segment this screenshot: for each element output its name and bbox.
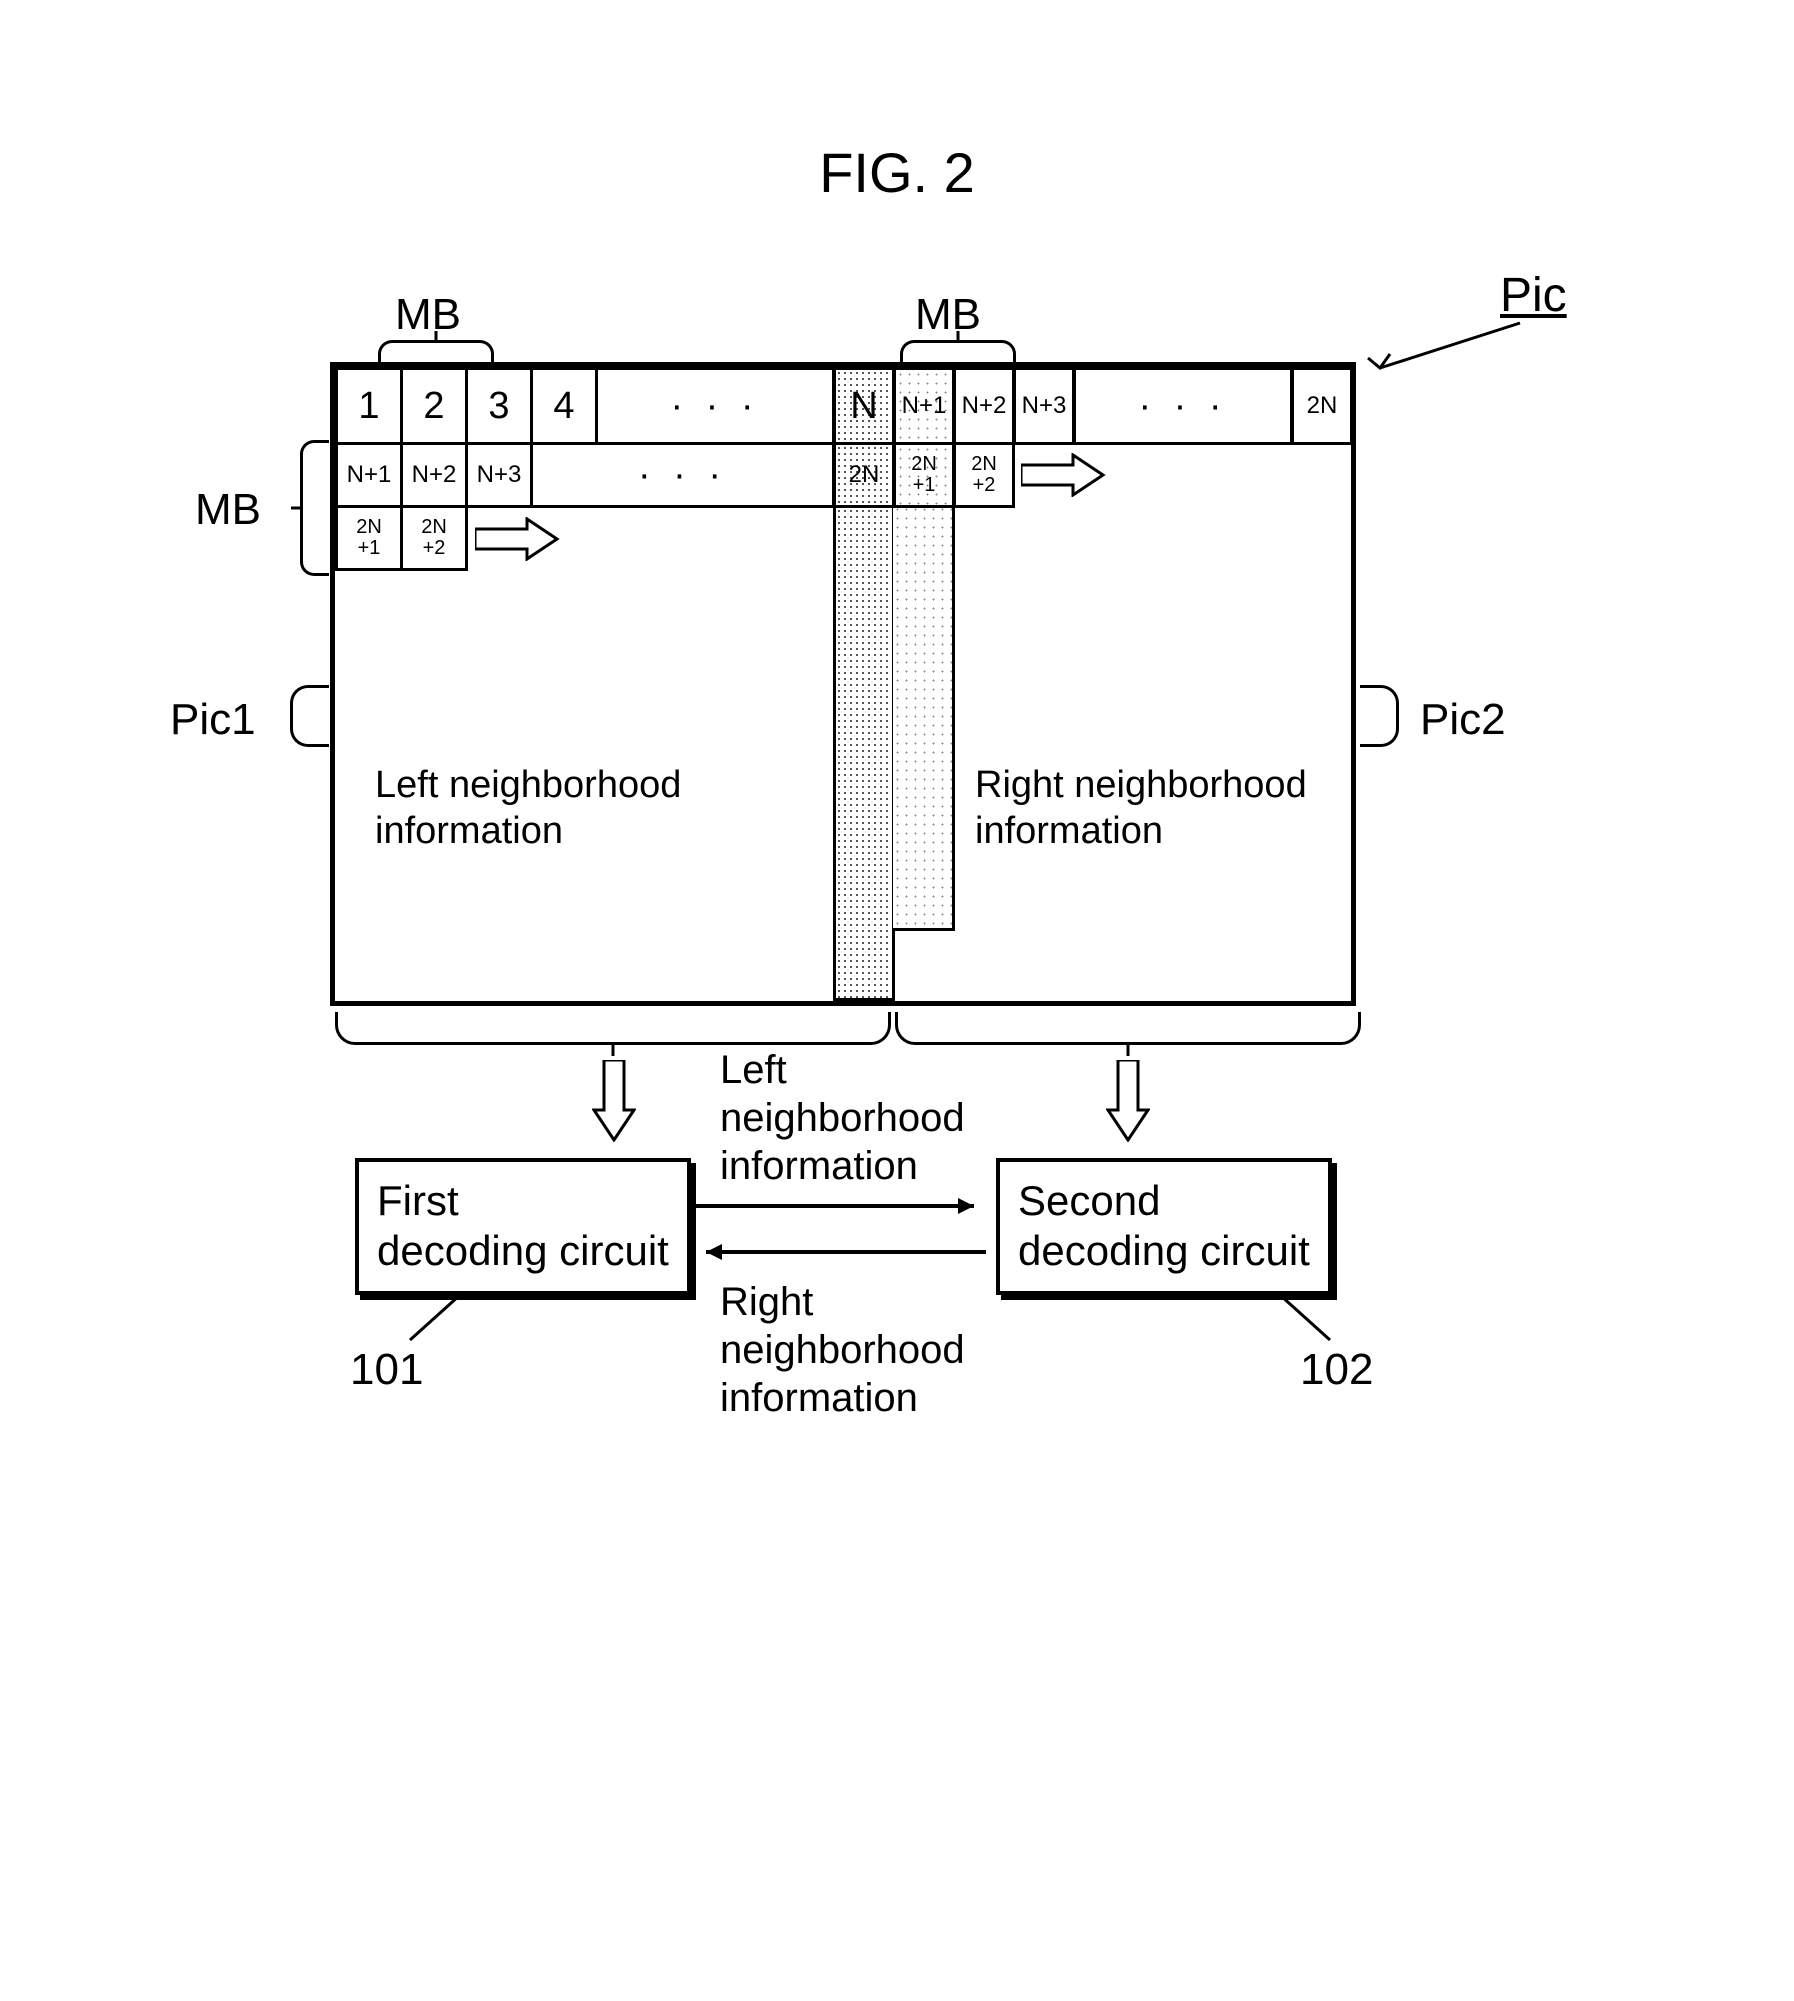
right-info-2: information <box>975 809 1163 855</box>
r2-dots: · · · <box>530 442 835 508</box>
r1-4: 4 <box>530 367 598 445</box>
r2-2N1: 2N +1 <box>893 442 955 508</box>
r1-dots-b: · · · <box>1073 367 1293 445</box>
r3-2: 2N +2 <box>400 505 468 571</box>
ref-102: 102 <box>1300 1345 1373 1395</box>
brace-right-half <box>895 1012 1361 1045</box>
r2-1: N+1 <box>335 442 403 508</box>
mb-side-label: MB <box>195 485 261 535</box>
r1-N3: N+3 <box>1013 367 1075 445</box>
mid-right-info: Right neighborhood information <box>720 1278 965 1422</box>
mb-right-label: MB <box>915 290 981 340</box>
arrow-row2 <box>1021 453 1107 497</box>
r1-dots-a: · · · <box>595 367 835 445</box>
pic2-label: Pic2 <box>1420 695 1506 745</box>
arrow-left-to-right <box>690 1194 990 1218</box>
mid-left-info: Left neighborhood information <box>720 1046 965 1190</box>
pic-box: 1 2 3 4 · · · N N+1 N+2 N+3 · · · 2N N+1… <box>330 362 1356 1006</box>
arrow-right-to-left <box>690 1240 990 1264</box>
pic1-label: Pic1 <box>170 695 256 745</box>
arrow-row3 <box>475 517 561 561</box>
r1-N2: N+2 <box>953 367 1015 445</box>
r3-1: 2N +1 <box>335 505 403 571</box>
r1-N: N <box>833 367 895 445</box>
first-line2: decoding circuit <box>377 1226 669 1276</box>
mb-left-label: MB <box>395 290 461 340</box>
brace-left-half <box>335 1012 891 1045</box>
brace-mb-side <box>300 440 329 576</box>
second-decoding-box: Second decoding circuit <box>996 1158 1332 1295</box>
second-line2: decoding circuit <box>1018 1226 1310 1276</box>
pic-leader <box>1360 318 1530 388</box>
figure-title: FIG. 2 <box>819 140 975 205</box>
second-line1: Second <box>1018 1176 1310 1226</box>
left-info-1: Left neighborhood <box>375 763 681 809</box>
r1-N1: N+1 <box>893 367 955 445</box>
first-line1: First <box>377 1176 669 1226</box>
r2-2: N+2 <box>400 442 468 508</box>
r1-3: 3 <box>465 367 533 445</box>
first-decoding-box: First decoding circuit <box>355 1158 691 1295</box>
r1-2: 2 <box>400 367 468 445</box>
leader-102 <box>1270 1290 1340 1350</box>
arrow-down-left <box>592 1060 636 1142</box>
right-info-1: Right neighborhood <box>975 763 1307 809</box>
r2-2N2: 2N +2 <box>953 442 1015 508</box>
arrow-down-right <box>1106 1060 1150 1142</box>
pic-label: Pic <box>1500 268 1567 323</box>
r1-1: 1 <box>335 367 403 445</box>
left-info-2: information <box>375 809 563 855</box>
pic1-tick <box>290 685 330 745</box>
ref-101: 101 <box>350 1345 423 1395</box>
leader-101 <box>400 1290 470 1350</box>
r2-3: N+3 <box>465 442 533 508</box>
r1-2N: 2N <box>1291 367 1353 445</box>
r2-2N: 2N <box>833 442 895 508</box>
pic2-tick <box>1360 685 1400 745</box>
